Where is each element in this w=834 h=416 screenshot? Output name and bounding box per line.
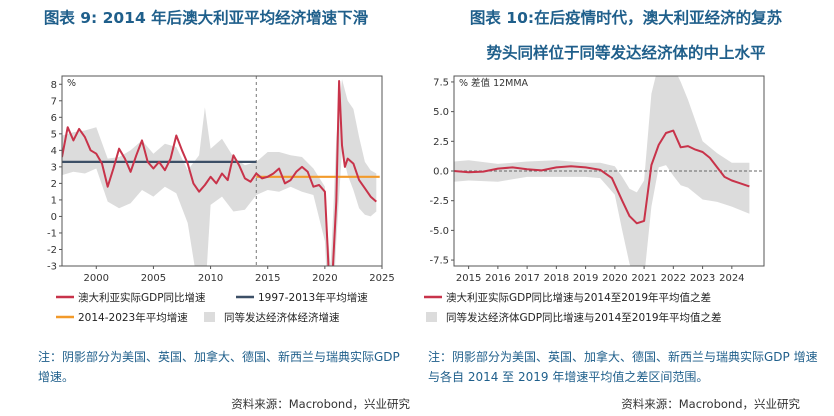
series-line-australia [454, 129, 750, 225]
plot-area [62, 76, 380, 266]
left-chart-note: 注：阴影部分为美国、英国、加拿大、德国、新西兰与瑞典实际GDP 增速。 [38, 350, 400, 384]
left-chart: 8 7 6 5 4 3 2 1 0 -1 -2 -3 2000 2005 2010 2015 2020 2025%… [47, 75, 395, 324]
right-chart: 7.5 5.0 2.5 0.0 -2.5 -5.0 -7.5 2015 2016 2017 2018… [424, 75, 765, 324]
right-chart-title-line1: 图表 10:在后疫情时代，澳大利亚经济的复苏 [469, 9, 783, 27]
x-tick-label: 2015 [456, 273, 481, 284]
y-tick-label: -7.5 [429, 256, 449, 267]
x-tick-label: 2010 [198, 273, 223, 284]
peer-range-band [454, 76, 750, 266]
right-figure: 图表 10:在后疫情时代，澳大利亚经济的复苏 势头同样位于同等发达经济体的中上水… [418, 0, 834, 416]
x-tick-label: 2015 [255, 273, 280, 284]
y-tick-label: -3 [47, 262, 57, 273]
x-tick-label: 2020 [312, 273, 337, 284]
x-tick-label: 2025 [369, 273, 394, 284]
y-tick-label: 0.0 [433, 167, 449, 178]
y-tick-label: -1 [47, 228, 57, 239]
x-tick-label: 2017 [514, 273, 539, 284]
x-tick-label: 2021 [631, 273, 656, 284]
y-tick-label: 7.5 [433, 77, 449, 88]
y-tick-label: -2 [47, 245, 57, 256]
x-tick-label: 2022 [661, 273, 686, 284]
x-tick-label: 2019 [573, 273, 598, 284]
right-chart-title-line2: 势头同样位于同等发达经济体的中上水平 [486, 44, 766, 62]
legend-label: 澳大利亚实际GDP同比增速 [78, 291, 206, 304]
y-tick-label: -2.5 [429, 196, 449, 207]
unit-label: % 差值 12MMA [459, 77, 529, 89]
x-tick-label: 2000 [84, 273, 109, 284]
peer-range-band [62, 79, 377, 266]
legend-swatch-box [204, 312, 215, 322]
right-chart-note: 注：阴影部分为美国、英国、加拿大、德国、新西兰与瑞典实际GDP 增速与各自 20… [428, 350, 818, 384]
y-tick-label: 6 [51, 113, 57, 124]
x-tick-label: 2023 [690, 273, 715, 284]
legend-label: 澳大利亚实际GDP同比增速与2014至2019年平均值之差 [446, 291, 711, 304]
y-tick-label: 5.0 [433, 107, 449, 118]
y-tick-label: 4 [51, 146, 57, 157]
y-tick-label: 0 [51, 212, 57, 223]
legend-label: 同等发达经济体GDP同比增速与2014至2019年平均值之差 [446, 311, 722, 324]
legend-label: 同等发达经济体经济增速 [224, 311, 340, 324]
x-tick-label: 2024 [719, 273, 744, 284]
legend-label: 1997-2013年平均增速 [258, 291, 368, 304]
y-tick-label: 7 [51, 96, 57, 107]
y-tick-label: 8 [51, 80, 57, 91]
y-tick-label: 1 [51, 195, 57, 206]
y-tick-label: 5 [51, 129, 57, 140]
legend-swatch-box [426, 312, 437, 322]
x-tick-label: 2005 [141, 273, 166, 284]
y-tick-label: 2 [51, 179, 57, 190]
legend-label: 2014-2023年平均增速 [78, 311, 188, 324]
y-tick-label: 2.5 [433, 137, 449, 148]
plot-frame [61, 75, 383, 267]
left-chart-source: 资料来源：Macrobond，兴业研究 [231, 397, 410, 411]
y-tick-label: -5.0 [429, 226, 449, 237]
series-line-australia [62, 80, 377, 266]
x-tick-label: 2016 [485, 273, 510, 284]
plot-area [454, 76, 764, 266]
left-chart-title: 图表 9: 2014 年后澳大利亚平均经济增速下滑 [43, 9, 369, 27]
right-chart-source: 资料来源：Macrobond，兴业研究 [621, 397, 800, 411]
unit-label: % [67, 78, 76, 89]
x-tick-label: 2020 [602, 273, 627, 284]
left-figure: 图表 9: 2014 年后澳大利亚平均经济增速下滑 8 7 6 5 4 3 2 1 0 -1 -2 -… [0, 0, 412, 416]
y-tick-label: 3 [51, 162, 57, 173]
x-tick-label: 2018 [544, 273, 569, 284]
